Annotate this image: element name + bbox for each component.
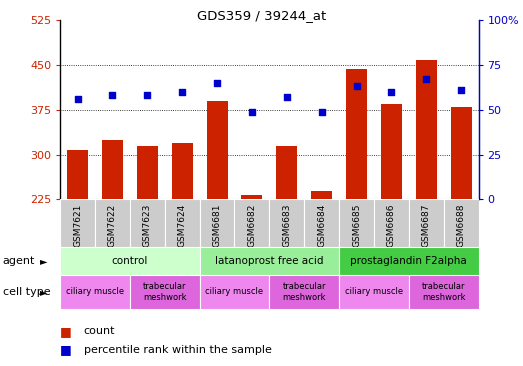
Bar bbox=[67, 150, 88, 199]
Bar bbox=[242, 195, 263, 199]
Text: count: count bbox=[84, 326, 115, 336]
Bar bbox=[276, 146, 297, 199]
Point bbox=[422, 76, 430, 82]
Bar bbox=[200, 199, 234, 247]
Text: GSM6684: GSM6684 bbox=[317, 203, 326, 247]
Bar bbox=[130, 274, 200, 309]
Point bbox=[73, 96, 82, 102]
Bar bbox=[451, 107, 472, 199]
Bar bbox=[137, 146, 158, 199]
Text: ciliary muscle: ciliary muscle bbox=[66, 287, 124, 296]
Bar bbox=[130, 199, 165, 247]
Point bbox=[143, 93, 152, 98]
Bar bbox=[60, 274, 130, 309]
Text: ►: ► bbox=[40, 287, 47, 297]
Text: trabecular
meshwork: trabecular meshwork bbox=[422, 282, 465, 302]
Bar bbox=[200, 247, 339, 274]
Bar bbox=[200, 274, 269, 309]
Text: ►: ► bbox=[40, 256, 47, 266]
Text: trabecular
meshwork: trabecular meshwork bbox=[282, 282, 326, 302]
Bar bbox=[304, 199, 339, 247]
Text: latanoprost free acid: latanoprost free acid bbox=[215, 256, 324, 266]
Bar bbox=[102, 140, 123, 199]
Text: GSM6687: GSM6687 bbox=[422, 203, 431, 247]
Text: GSM6688: GSM6688 bbox=[457, 203, 465, 247]
Point bbox=[317, 109, 326, 115]
Text: agent: agent bbox=[3, 256, 35, 266]
Bar bbox=[409, 274, 479, 309]
Bar bbox=[346, 69, 367, 199]
Text: GSM7622: GSM7622 bbox=[108, 203, 117, 247]
Text: ■: ■ bbox=[60, 343, 72, 356]
Text: prostaglandin F2alpha: prostaglandin F2alpha bbox=[350, 256, 467, 266]
Text: ciliary muscle: ciliary muscle bbox=[345, 287, 403, 296]
Point bbox=[353, 83, 361, 89]
Text: GSM7623: GSM7623 bbox=[143, 203, 152, 247]
Text: GSM7621: GSM7621 bbox=[73, 203, 82, 247]
Bar bbox=[409, 199, 444, 247]
Bar bbox=[172, 143, 192, 199]
Point bbox=[248, 109, 256, 115]
Bar bbox=[269, 274, 339, 309]
Point bbox=[213, 80, 221, 86]
Point bbox=[282, 94, 291, 100]
Text: percentile rank within the sample: percentile rank within the sample bbox=[84, 344, 271, 355]
Point bbox=[108, 93, 117, 98]
Bar bbox=[339, 247, 479, 274]
Text: GSM6682: GSM6682 bbox=[247, 203, 256, 247]
Bar bbox=[234, 199, 269, 247]
Text: GSM6683: GSM6683 bbox=[282, 203, 291, 247]
Text: control: control bbox=[112, 256, 148, 266]
Bar bbox=[165, 199, 200, 247]
Text: GDS359 / 39244_at: GDS359 / 39244_at bbox=[197, 9, 326, 22]
Bar bbox=[339, 274, 409, 309]
Text: GSM6686: GSM6686 bbox=[387, 203, 396, 247]
Text: cell type: cell type bbox=[3, 287, 50, 297]
Bar bbox=[95, 199, 130, 247]
Bar bbox=[60, 199, 95, 247]
Point bbox=[387, 89, 395, 95]
Bar bbox=[444, 199, 479, 247]
Bar bbox=[416, 60, 437, 199]
Text: ■: ■ bbox=[60, 325, 72, 338]
Point bbox=[178, 89, 186, 95]
Text: GSM7624: GSM7624 bbox=[178, 203, 187, 247]
Text: GSM6685: GSM6685 bbox=[352, 203, 361, 247]
Text: ciliary muscle: ciliary muscle bbox=[206, 287, 264, 296]
Bar bbox=[269, 199, 304, 247]
Text: GSM6681: GSM6681 bbox=[212, 203, 222, 247]
Bar bbox=[374, 199, 409, 247]
Bar bbox=[339, 199, 374, 247]
Bar bbox=[207, 101, 228, 199]
Bar bbox=[60, 247, 200, 274]
Point bbox=[457, 87, 465, 93]
Bar bbox=[311, 190, 332, 199]
Bar bbox=[381, 104, 402, 199]
Text: trabecular
meshwork: trabecular meshwork bbox=[143, 282, 187, 302]
